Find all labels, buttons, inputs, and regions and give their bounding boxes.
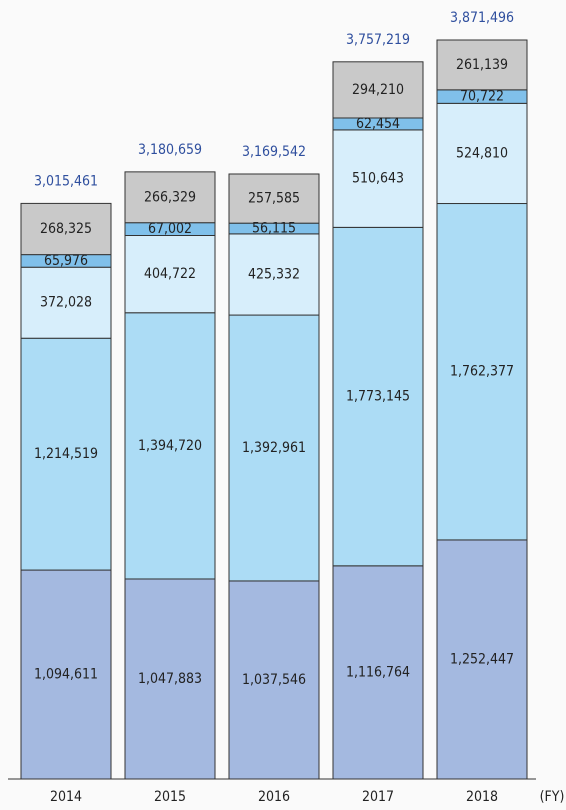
bar-segment <box>436 203 528 541</box>
bar-segment <box>20 569 112 780</box>
bar-segment <box>436 39 528 91</box>
value-label: 257,585 <box>248 191 300 207</box>
bar-segment <box>332 226 424 567</box>
x-axis-label: (FY) <box>540 789 565 805</box>
value-label: 372,028 <box>40 295 92 311</box>
bar-segment <box>228 233 320 316</box>
value-label: 70,722 <box>460 89 504 105</box>
value-label: 268,325 <box>40 221 92 237</box>
value-label: 1,392,961 <box>242 440 306 456</box>
value-label: 1,037,546 <box>242 672 306 688</box>
value-label: 261,139 <box>456 57 508 73</box>
value-label: 67,002 <box>148 221 192 237</box>
bar-segment <box>124 234 216 314</box>
value-label: 1,094,611 <box>34 667 98 683</box>
value-label: 266,329 <box>144 189 196 205</box>
bar-segment <box>228 173 320 224</box>
value-label: 56,115 <box>252 221 296 237</box>
value-label: 1,394,720 <box>138 438 202 454</box>
total-label: 3,871,496 <box>450 10 514 26</box>
bar-segment <box>436 102 528 205</box>
value-label: 65,976 <box>44 253 88 269</box>
bar-segment <box>20 202 112 256</box>
value-label: 425,332 <box>248 266 300 282</box>
value-label: 294,210 <box>352 82 404 98</box>
value-label: 510,643 <box>352 171 404 187</box>
bar-segment <box>332 129 424 228</box>
value-label: 524,810 <box>456 145 508 161</box>
x-tick-label: 2018 <box>466 789 498 805</box>
bar-segment <box>124 171 216 224</box>
value-label: 62,454 <box>356 116 400 132</box>
bar-segment <box>20 337 112 571</box>
total-label: 3,757,219 <box>346 32 410 48</box>
x-tick-label: 2016 <box>258 789 290 805</box>
x-tick-label: 2015 <box>154 789 186 805</box>
value-label: 1,762,377 <box>450 364 514 380</box>
value-label: 404,722 <box>144 266 196 282</box>
value-label: 1,214,519 <box>34 446 98 462</box>
value-label: 1,773,145 <box>346 389 410 405</box>
bar-segment <box>332 565 424 780</box>
value-label: 1,116,764 <box>346 664 410 680</box>
bar-segment <box>228 314 320 582</box>
x-tick-label: 2017 <box>362 789 394 805</box>
bar-segment <box>124 312 216 580</box>
x-tick-label: 2014 <box>50 789 82 805</box>
value-label: 1,047,883 <box>138 671 202 687</box>
total-label: 3,180,659 <box>138 142 202 158</box>
bar-segment <box>436 539 528 780</box>
value-label: 1,252,447 <box>450 651 514 667</box>
total-label: 3,169,542 <box>242 144 306 160</box>
total-label: 3,015,461 <box>34 173 98 189</box>
bar-segment <box>332 61 424 119</box>
